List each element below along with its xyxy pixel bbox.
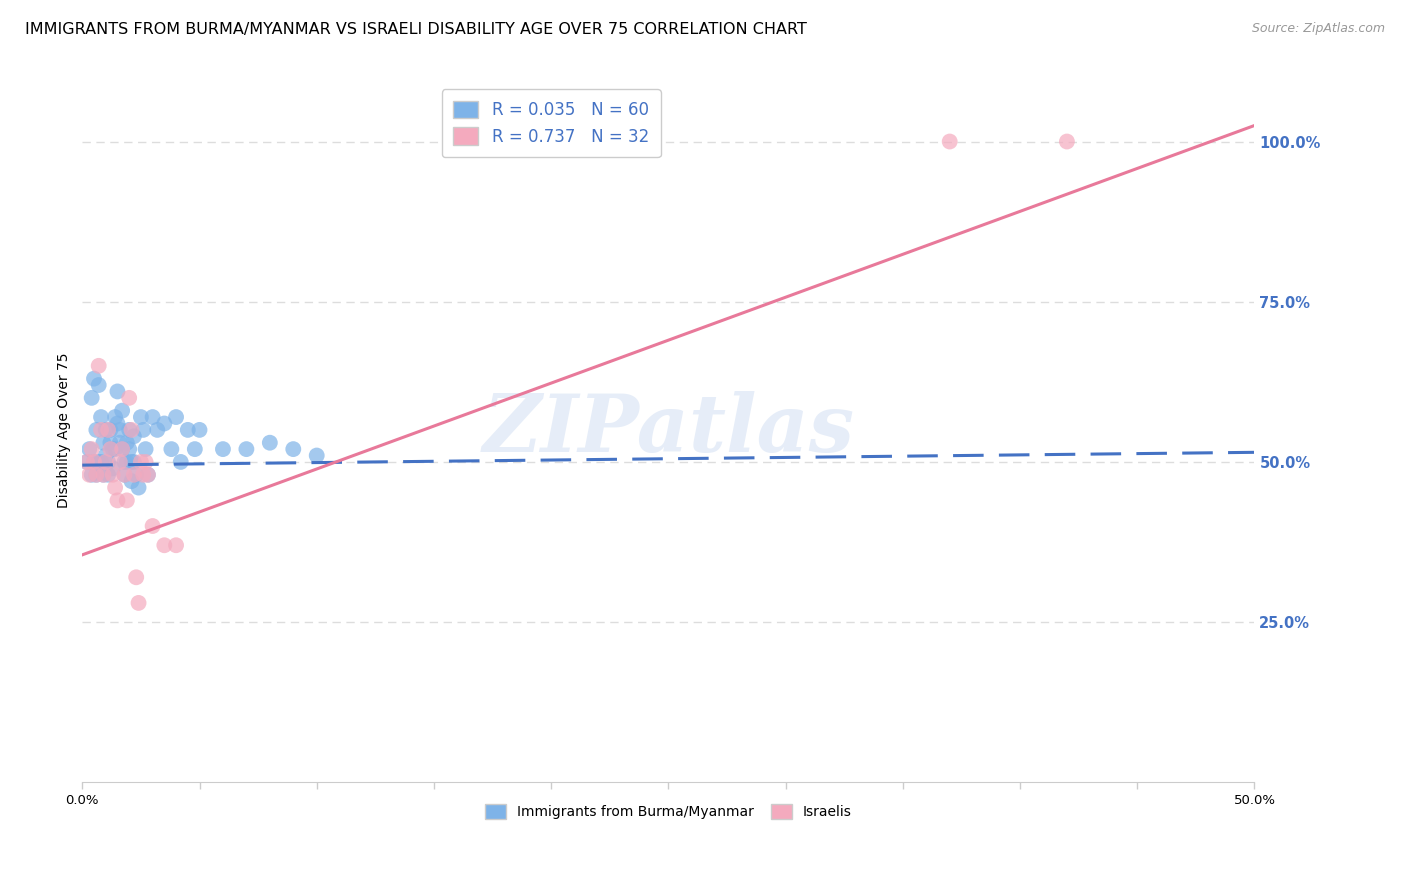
Point bbox=[283, 442, 305, 456]
Point bbox=[122, 467, 145, 482]
Point bbox=[160, 442, 183, 456]
Point bbox=[100, 435, 122, 450]
Point bbox=[93, 467, 115, 482]
Point bbox=[107, 417, 129, 431]
Point bbox=[101, 442, 124, 456]
Point bbox=[259, 435, 281, 450]
Point bbox=[80, 467, 103, 482]
Point bbox=[132, 467, 155, 482]
Point bbox=[170, 455, 193, 469]
Point bbox=[111, 442, 134, 456]
Point bbox=[93, 467, 115, 482]
Point bbox=[111, 442, 134, 456]
Point bbox=[235, 442, 257, 456]
Text: Source: ZipAtlas.com: Source: ZipAtlas.com bbox=[1251, 22, 1385, 36]
Point bbox=[76, 455, 98, 469]
Point bbox=[129, 455, 152, 469]
Point bbox=[135, 455, 157, 469]
Point bbox=[90, 410, 112, 425]
Point bbox=[94, 423, 117, 437]
Point bbox=[107, 493, 129, 508]
Legend: Immigrants from Burma/Myanmar, Israelis: Immigrants from Burma/Myanmar, Israelis bbox=[479, 799, 858, 825]
Point bbox=[87, 455, 110, 469]
Point bbox=[153, 538, 176, 552]
Point bbox=[101, 461, 124, 475]
Point bbox=[97, 455, 120, 469]
Point bbox=[86, 467, 108, 482]
Point bbox=[188, 423, 211, 437]
Point bbox=[121, 423, 143, 437]
Point bbox=[165, 538, 187, 552]
Point bbox=[90, 455, 112, 469]
Point bbox=[115, 493, 138, 508]
Point bbox=[76, 455, 98, 469]
Point bbox=[135, 442, 157, 456]
Point bbox=[100, 423, 122, 437]
Point bbox=[94, 455, 117, 469]
Point bbox=[938, 135, 960, 149]
Point bbox=[80, 391, 103, 405]
Point bbox=[142, 410, 165, 425]
Point bbox=[80, 442, 103, 456]
Point bbox=[177, 423, 200, 437]
Point bbox=[122, 455, 145, 469]
Y-axis label: Disability Age Over 75: Disability Age Over 75 bbox=[58, 352, 72, 508]
Point bbox=[104, 481, 127, 495]
Point bbox=[97, 467, 120, 482]
Point bbox=[129, 410, 152, 425]
Point bbox=[94, 449, 117, 463]
Point bbox=[83, 371, 105, 385]
Point bbox=[79, 442, 101, 456]
Point bbox=[108, 455, 131, 469]
Point bbox=[97, 423, 120, 437]
Point bbox=[83, 455, 105, 469]
Point bbox=[93, 435, 115, 450]
Point bbox=[86, 423, 108, 437]
Point bbox=[121, 474, 143, 488]
Point bbox=[118, 423, 141, 437]
Point bbox=[83, 455, 105, 469]
Point bbox=[136, 467, 159, 482]
Point bbox=[125, 570, 148, 584]
Point bbox=[79, 467, 101, 482]
Point bbox=[108, 423, 131, 437]
Point bbox=[114, 467, 136, 482]
Point bbox=[108, 435, 131, 450]
Point bbox=[128, 596, 150, 610]
Point bbox=[114, 455, 136, 469]
Point bbox=[184, 442, 207, 456]
Text: ZIPatlas: ZIPatlas bbox=[482, 392, 855, 468]
Point bbox=[104, 410, 127, 425]
Point bbox=[121, 455, 143, 469]
Point bbox=[101, 467, 124, 482]
Point bbox=[1056, 135, 1078, 149]
Text: IMMIGRANTS FROM BURMA/MYANMAR VS ISRAELI DISABILITY AGE OVER 75 CORRELATION CHAR: IMMIGRANTS FROM BURMA/MYANMAR VS ISRAELI… bbox=[25, 22, 807, 37]
Point bbox=[104, 442, 127, 456]
Point bbox=[118, 442, 141, 456]
Point bbox=[87, 359, 110, 373]
Point bbox=[115, 455, 138, 469]
Point bbox=[111, 403, 134, 417]
Point bbox=[118, 391, 141, 405]
Point bbox=[212, 442, 235, 456]
Point bbox=[100, 442, 122, 456]
Point bbox=[142, 519, 165, 533]
Point bbox=[146, 423, 169, 437]
Point bbox=[128, 481, 150, 495]
Point bbox=[132, 423, 155, 437]
Point bbox=[125, 467, 148, 482]
Point bbox=[90, 423, 112, 437]
Point bbox=[107, 384, 129, 399]
Point bbox=[305, 449, 328, 463]
Point bbox=[165, 410, 187, 425]
Point bbox=[153, 417, 176, 431]
Point bbox=[87, 378, 110, 392]
Point bbox=[114, 467, 136, 482]
Point bbox=[115, 435, 138, 450]
Point bbox=[122, 429, 145, 443]
Point bbox=[86, 467, 108, 482]
Point bbox=[136, 467, 159, 482]
